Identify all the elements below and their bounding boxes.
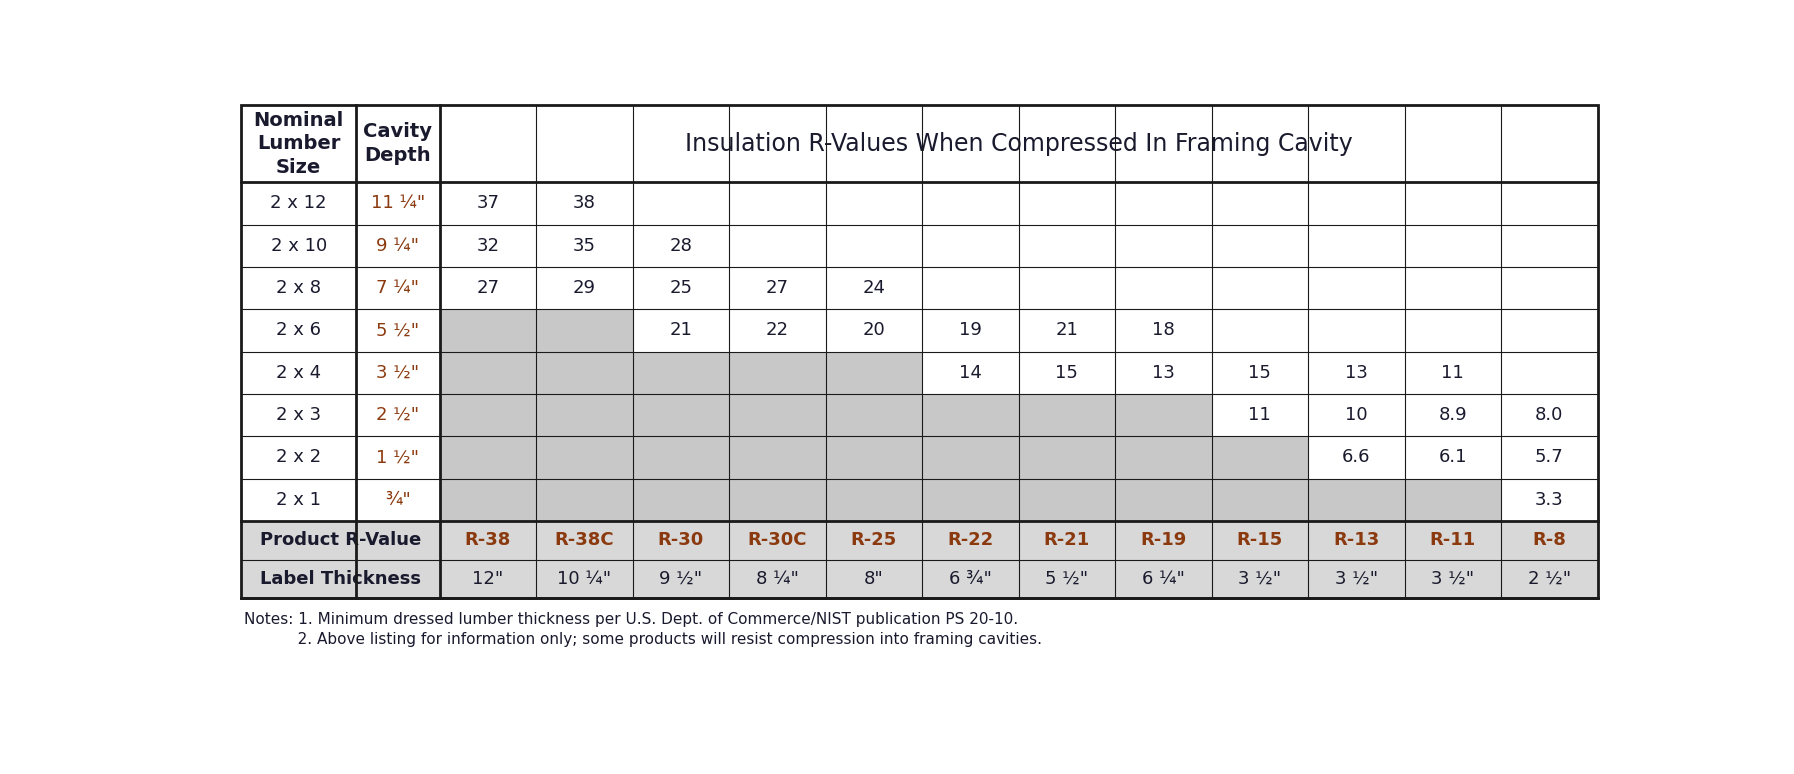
Text: 3 ½": 3 ½" [1432, 570, 1475, 587]
Text: 21: 21 [669, 321, 692, 340]
Text: R-11: R-11 [1430, 531, 1476, 550]
Text: 15: 15 [1249, 364, 1272, 382]
Text: Label Thickness: Label Thickness [260, 570, 422, 587]
Bar [440, 310, 536, 521]
Text: R-25: R-25 [850, 531, 897, 550]
Text: 8": 8" [865, 570, 884, 587]
Bar [242, 105, 1597, 598]
Text: 37: 37 [477, 194, 499, 212]
Text: 11 ¼": 11 ¼" [371, 194, 425, 212]
Text: 2 x 4: 2 x 4 [276, 364, 321, 382]
Text: 11: 11 [1249, 406, 1272, 424]
Text: ¾": ¾" [386, 491, 411, 509]
Bar [633, 351, 728, 521]
Text: 2. Above listing for information only; some products will resist compression int: 2. Above listing for information only; s… [244, 632, 1042, 647]
Text: 2 x 3: 2 x 3 [276, 406, 321, 424]
Text: 19: 19 [960, 321, 981, 340]
Text: 2 x 12: 2 x 12 [271, 194, 327, 212]
Bar [825, 351, 922, 521]
Text: 5 ½": 5 ½" [1046, 570, 1089, 587]
Text: 22: 22 [766, 321, 789, 340]
Text: 32: 32 [477, 237, 499, 255]
Text: 8.0: 8.0 [1536, 406, 1564, 424]
Text: 5 ½": 5 ½" [377, 321, 420, 340]
Text: 10 ¼": 10 ¼" [558, 570, 612, 587]
Text: 2 x 1: 2 x 1 [276, 491, 321, 509]
Text: R-30: R-30 [658, 531, 703, 550]
Text: 14: 14 [960, 364, 981, 382]
Text: 27: 27 [477, 279, 499, 297]
Text: 2 x 6: 2 x 6 [276, 321, 321, 340]
Bar [1211, 437, 1308, 521]
Bar [1405, 478, 1502, 521]
Text: 1 ½": 1 ½" [377, 448, 420, 467]
Text: 3 ½": 3 ½" [1335, 570, 1378, 587]
Text: 29: 29 [572, 279, 596, 297]
Text: R-22: R-22 [947, 531, 994, 550]
Bar [1308, 478, 1405, 521]
Text: Insulation R-Values When Compressed In Framing Cavity: Insulation R-Values When Compressed In F… [685, 132, 1353, 156]
Text: R-13: R-13 [1333, 531, 1380, 550]
Text: Cavity
Depth: Cavity Depth [364, 122, 432, 165]
Text: 15: 15 [1055, 364, 1078, 382]
Text: 6.6: 6.6 [1342, 448, 1371, 467]
Text: 3 ½": 3 ½" [1238, 570, 1281, 587]
Text: 5.7: 5.7 [1536, 448, 1564, 467]
Text: 28: 28 [669, 237, 692, 255]
Bar [728, 351, 825, 521]
Text: Notes: 1. Minimum dressed lumber thickness per U.S. Dept. of Commerce/NIST publi: Notes: 1. Minimum dressed lumber thickne… [244, 612, 1019, 627]
Text: 25: 25 [669, 279, 692, 297]
Text: R-21: R-21 [1044, 531, 1091, 550]
Text: R-38: R-38 [465, 531, 511, 550]
Bar [1116, 394, 1211, 521]
Text: 27: 27 [766, 279, 789, 297]
Text: 8 ¼": 8 ¼" [755, 570, 798, 587]
Bar [242, 560, 1597, 598]
Text: 2 ½": 2 ½" [1528, 570, 1572, 587]
Text: R-19: R-19 [1141, 531, 1186, 550]
Text: 12": 12" [472, 570, 504, 587]
Text: 6 ¼": 6 ¼" [1143, 570, 1184, 587]
Bar [922, 394, 1019, 521]
Text: 13: 13 [1152, 364, 1175, 382]
Text: 6 ¾": 6 ¾" [949, 570, 992, 587]
Bar [242, 105, 1597, 598]
Text: 35: 35 [572, 237, 596, 255]
Text: 7 ¼": 7 ¼" [377, 279, 420, 297]
Text: 9 ½": 9 ½" [660, 570, 703, 587]
Text: 18: 18 [1152, 321, 1175, 340]
Text: R-38C: R-38C [554, 531, 614, 550]
Text: 10: 10 [1346, 406, 1367, 424]
Bar [242, 521, 1597, 560]
Text: Nominal
Lumber
Size: Nominal Lumber Size [253, 111, 344, 176]
Bar [1019, 394, 1116, 521]
Text: 2 x 10: 2 x 10 [271, 237, 327, 255]
Text: 9 ¼": 9 ¼" [377, 237, 420, 255]
Text: 2 x 8: 2 x 8 [276, 279, 321, 297]
Text: 13: 13 [1346, 364, 1367, 382]
Text: R-30C: R-30C [748, 531, 807, 550]
Text: 8.9: 8.9 [1439, 406, 1467, 424]
Text: R-8: R-8 [1532, 531, 1566, 550]
Text: 20: 20 [863, 321, 884, 340]
Text: 6.1: 6.1 [1439, 448, 1467, 467]
Text: 3.3: 3.3 [1536, 491, 1564, 509]
Text: Product R-Value: Product R-Value [260, 531, 422, 550]
Text: 3 ½": 3 ½" [377, 364, 420, 382]
Text: 21: 21 [1055, 321, 1078, 340]
Text: 38: 38 [572, 194, 596, 212]
Text: 24: 24 [863, 279, 886, 297]
Bar [536, 310, 633, 521]
Text: 2 x 2: 2 x 2 [276, 448, 321, 467]
Text: 2 ½": 2 ½" [377, 406, 420, 424]
Text: R-15: R-15 [1236, 531, 1283, 550]
Text: 11: 11 [1441, 364, 1464, 382]
